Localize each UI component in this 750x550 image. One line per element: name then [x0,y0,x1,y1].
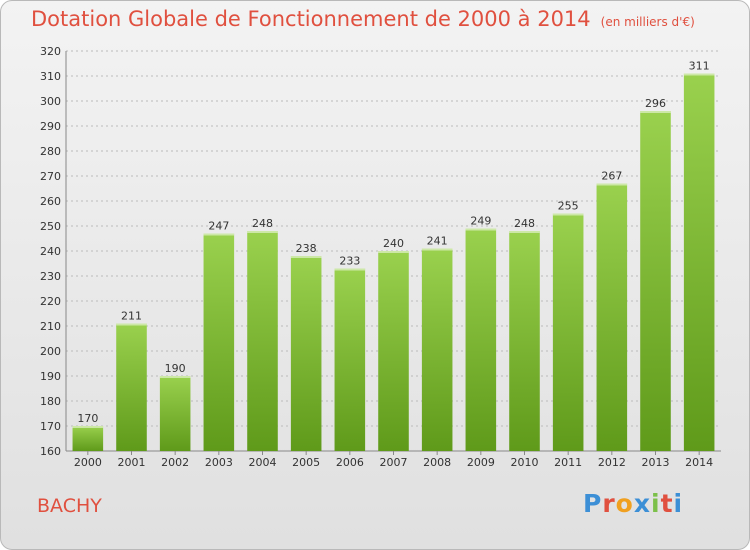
x-tick-label: 2010 [511,456,539,469]
bar [509,231,540,451]
bar [72,426,104,451]
bar-highlight [596,183,628,186]
y-tick-label: 200 [40,345,61,358]
commune-name: BACHY [37,495,102,517]
bar-highlight [465,228,497,231]
y-tick-label: 310 [40,70,61,83]
y-tick-label: 180 [40,395,61,408]
bar [683,73,715,451]
x-tick-label: 2000 [74,456,102,469]
y-tick-label: 170 [40,420,61,433]
bar [116,323,147,451]
x-tick-label: 2006 [336,456,364,469]
bar [378,251,409,451]
x-tick-label: 2003 [205,456,233,469]
bar [290,256,322,451]
bar-highlight [247,231,278,233]
logo-letter: i [673,489,684,518]
bar-highlight [72,426,104,428]
x-tick-label: 2014 [685,456,713,469]
bar-highlight [159,376,191,378]
bar-value-label: 248 [252,217,273,230]
logo-letter: r [602,489,616,518]
logo-letter: i [651,489,661,518]
label-layer: 160 170 180 190 200 210 220 230 240 250 260 270 280 2… [40,45,713,469]
bar-value-label: 247 [208,220,229,233]
y-tick-label: 240 [40,245,61,258]
y-tick-label: 260 [40,195,61,208]
bar [159,376,191,451]
logo-letter: x [633,489,651,518]
bar-value-label: 170 [77,412,98,425]
y-tick-label: 230 [40,270,61,283]
bar-value-label: 233 [339,255,360,268]
bar-value-label: 240 [383,237,404,250]
x-tick-label: 2012 [598,456,626,469]
y-tick-label: 290 [40,120,61,133]
bar-value-label: 241 [427,235,448,248]
bar-highlight [683,73,715,76]
title-main: Dotation Globale de Fonctionnement de 20… [31,7,591,31]
bar [247,231,278,451]
bar-highlight [290,256,322,258]
bar-value-label: 248 [514,217,535,230]
bar [552,213,584,451]
bar-highlight [421,248,453,251]
x-tick-label: 2005 [292,456,320,469]
bar-value-label: 211 [121,310,142,323]
y-tick-label: 280 [40,145,61,158]
bar-highlight [509,231,540,233]
bar-layer [72,73,715,451]
x-tick-label: 2008 [423,456,451,469]
bar-highlight [334,268,366,271]
logo-letter: t [660,489,674,518]
y-tick-label: 300 [40,95,61,108]
logo-letter: P [583,489,603,518]
proxiti-logo: Proxiti [583,489,683,518]
bar-value-label: 296 [645,97,666,110]
x-tick-label: 2002 [161,456,189,469]
bar [203,233,235,451]
bar [421,248,453,451]
bar-value-label: 255 [558,200,579,213]
x-tick-label: 2009 [467,456,495,469]
x-tick-label: 2007 [380,456,408,469]
y-tick-label: 320 [40,45,61,58]
title-unit: (en milliers d'€) [600,15,695,29]
bar-value-label: 190 [165,362,186,375]
bar [640,111,671,451]
x-tick-label: 2013 [642,456,670,469]
bar-value-label: 267 [601,170,622,183]
bar-highlight [378,251,409,253]
bar-highlight [640,111,671,113]
y-tick-label: 160 [40,445,61,458]
y-tick-label: 270 [40,170,61,183]
bar [334,268,366,451]
y-tick-label: 250 [40,220,61,233]
y-tick-label: 220 [40,295,61,308]
bar-highlight [203,233,235,236]
bar-highlight [116,323,147,326]
bar-highlight [552,213,584,216]
y-tick-label: 190 [40,370,61,383]
bar-value-label: 249 [470,215,491,228]
x-tick-label: 2004 [249,456,277,469]
bar-value-label: 311 [689,60,710,73]
bar [596,183,628,451]
y-tick-label: 210 [40,320,61,333]
bar [465,228,497,451]
x-tick-label: 2001 [118,456,146,469]
logo-letter: o [615,489,634,518]
x-tick-label: 2011 [554,456,582,469]
bar-value-label: 238 [296,242,317,255]
chart-title: Dotation Globale de Fonctionnement de 20… [31,7,695,31]
